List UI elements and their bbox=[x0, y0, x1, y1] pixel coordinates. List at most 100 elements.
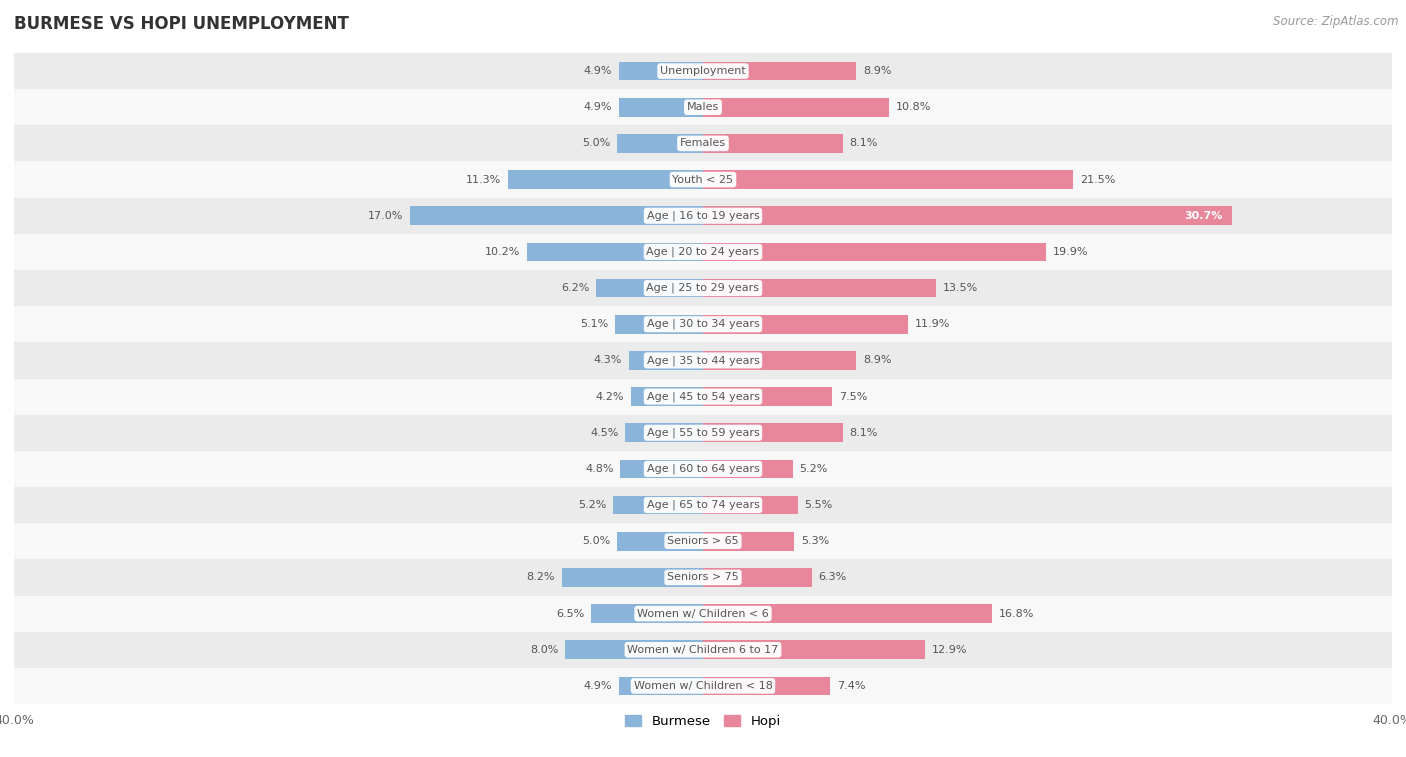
Bar bbox=[631, 387, 703, 406]
Text: 8.1%: 8.1% bbox=[849, 428, 877, 438]
Text: 4.9%: 4.9% bbox=[583, 102, 612, 112]
Text: 30.7%: 30.7% bbox=[1185, 210, 1223, 221]
Bar bbox=[14, 415, 1392, 451]
Bar bbox=[14, 487, 1392, 523]
Text: BURMESE VS HOPI UNEMPLOYMENT: BURMESE VS HOPI UNEMPLOYMENT bbox=[14, 15, 349, 33]
Bar bbox=[14, 378, 1392, 415]
Bar bbox=[703, 387, 832, 406]
Text: 5.0%: 5.0% bbox=[582, 139, 610, 148]
Bar bbox=[619, 61, 703, 80]
Bar bbox=[703, 532, 794, 550]
Text: Youth < 25: Youth < 25 bbox=[672, 175, 734, 185]
Bar bbox=[509, 170, 703, 189]
Text: 10.2%: 10.2% bbox=[485, 247, 520, 257]
Text: 8.2%: 8.2% bbox=[526, 572, 555, 582]
Bar bbox=[703, 423, 842, 442]
Text: 21.5%: 21.5% bbox=[1080, 175, 1115, 185]
Bar bbox=[562, 568, 703, 587]
Bar bbox=[14, 270, 1392, 306]
Text: 5.1%: 5.1% bbox=[581, 319, 609, 329]
Bar bbox=[411, 207, 703, 225]
Text: Females: Females bbox=[681, 139, 725, 148]
Text: Age | 55 to 59 years: Age | 55 to 59 years bbox=[647, 428, 759, 438]
Bar bbox=[14, 234, 1392, 270]
Text: 13.5%: 13.5% bbox=[942, 283, 977, 293]
Text: 10.8%: 10.8% bbox=[896, 102, 931, 112]
Text: Women w/ Children 6 to 17: Women w/ Children 6 to 17 bbox=[627, 645, 779, 655]
Bar bbox=[527, 242, 703, 261]
Text: Age | 65 to 74 years: Age | 65 to 74 years bbox=[647, 500, 759, 510]
Bar bbox=[14, 342, 1392, 378]
Bar bbox=[703, 170, 1073, 189]
Bar bbox=[591, 604, 703, 623]
Bar bbox=[703, 242, 1046, 261]
Bar bbox=[626, 423, 703, 442]
Legend: Burmese, Hopi: Burmese, Hopi bbox=[620, 709, 786, 734]
Bar bbox=[613, 496, 703, 515]
Bar bbox=[14, 161, 1392, 198]
Bar bbox=[703, 459, 793, 478]
Bar bbox=[703, 604, 993, 623]
Bar bbox=[14, 451, 1392, 487]
Text: 16.8%: 16.8% bbox=[1000, 609, 1035, 618]
Text: Males: Males bbox=[688, 102, 718, 112]
Text: Age | 35 to 44 years: Age | 35 to 44 years bbox=[647, 355, 759, 366]
Bar bbox=[703, 207, 1232, 225]
Text: Unemployment: Unemployment bbox=[661, 66, 745, 76]
Bar bbox=[619, 98, 703, 117]
Text: Age | 45 to 54 years: Age | 45 to 54 years bbox=[647, 391, 759, 402]
Bar bbox=[14, 89, 1392, 126]
Text: Age | 60 to 64 years: Age | 60 to 64 years bbox=[647, 464, 759, 474]
Bar bbox=[14, 631, 1392, 668]
Bar bbox=[703, 134, 842, 153]
Text: 5.2%: 5.2% bbox=[800, 464, 828, 474]
Bar bbox=[703, 98, 889, 117]
Bar bbox=[14, 559, 1392, 596]
Bar bbox=[703, 496, 797, 515]
Bar bbox=[703, 351, 856, 370]
Text: 4.9%: 4.9% bbox=[583, 681, 612, 691]
Text: Seniors > 75: Seniors > 75 bbox=[666, 572, 740, 582]
Text: Women w/ Children < 18: Women w/ Children < 18 bbox=[634, 681, 772, 691]
Bar bbox=[703, 677, 831, 696]
Text: 11.3%: 11.3% bbox=[467, 175, 502, 185]
Text: 17.0%: 17.0% bbox=[368, 210, 404, 221]
Bar bbox=[628, 351, 703, 370]
Text: 7.4%: 7.4% bbox=[838, 681, 866, 691]
Bar bbox=[703, 568, 811, 587]
Text: Age | 20 to 24 years: Age | 20 to 24 years bbox=[647, 247, 759, 257]
Text: 6.2%: 6.2% bbox=[561, 283, 589, 293]
Bar bbox=[703, 315, 908, 334]
Bar bbox=[565, 640, 703, 659]
Bar bbox=[619, 677, 703, 696]
Bar bbox=[703, 61, 856, 80]
Text: 5.5%: 5.5% bbox=[804, 500, 832, 510]
Bar bbox=[617, 532, 703, 550]
Text: Age | 16 to 19 years: Age | 16 to 19 years bbox=[647, 210, 759, 221]
Bar bbox=[620, 459, 703, 478]
Text: 11.9%: 11.9% bbox=[915, 319, 950, 329]
Text: 6.5%: 6.5% bbox=[555, 609, 583, 618]
Text: 8.9%: 8.9% bbox=[863, 356, 891, 366]
Text: 4.5%: 4.5% bbox=[591, 428, 619, 438]
Text: 4.8%: 4.8% bbox=[585, 464, 613, 474]
Bar bbox=[616, 315, 703, 334]
Bar bbox=[14, 668, 1392, 704]
Text: 4.9%: 4.9% bbox=[583, 66, 612, 76]
Text: Source: ZipAtlas.com: Source: ZipAtlas.com bbox=[1274, 15, 1399, 28]
Bar bbox=[14, 126, 1392, 161]
Text: 4.3%: 4.3% bbox=[593, 356, 621, 366]
Text: 7.5%: 7.5% bbox=[839, 391, 868, 401]
Bar bbox=[596, 279, 703, 298]
Text: 4.2%: 4.2% bbox=[595, 391, 624, 401]
Bar bbox=[617, 134, 703, 153]
Text: Age | 25 to 29 years: Age | 25 to 29 years bbox=[647, 283, 759, 293]
Text: 12.9%: 12.9% bbox=[932, 645, 967, 655]
Text: 5.2%: 5.2% bbox=[578, 500, 606, 510]
Bar bbox=[14, 523, 1392, 559]
Text: 8.0%: 8.0% bbox=[530, 645, 558, 655]
Bar bbox=[703, 640, 925, 659]
Text: 6.3%: 6.3% bbox=[818, 572, 846, 582]
Text: 19.9%: 19.9% bbox=[1053, 247, 1088, 257]
Bar bbox=[14, 306, 1392, 342]
